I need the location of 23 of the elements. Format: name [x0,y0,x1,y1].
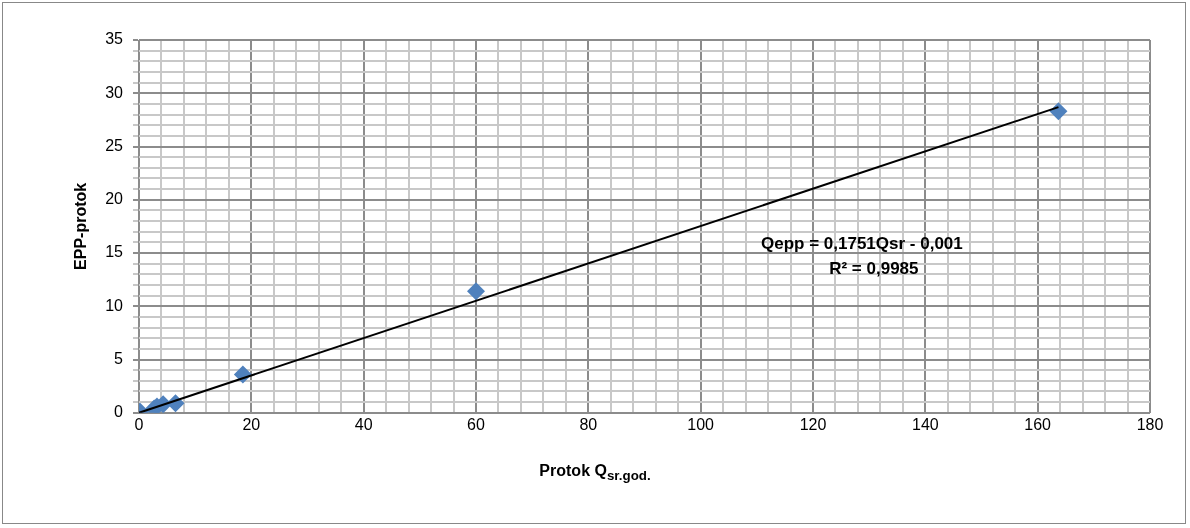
x-tick-label: 180 [1136,415,1164,433]
x-axis-title: Protok Q$_{sr.god.}$ [539,462,651,484]
y-tick-label: 0 [114,403,124,421]
y-tick-label: 30 [105,83,124,101]
x-tick-label: 140 [911,415,939,433]
x-tick-label: 60 [467,415,485,433]
y-tick-label: 5 [114,349,124,367]
x-tick-label: 160 [1024,415,1052,433]
y-tick-label: 10 [105,296,124,314]
x-tick-label: 100 [687,415,715,433]
x-tick-label: 20 [242,415,261,433]
y-tick-label: 35 [105,30,124,48]
y-tick-label: 25 [105,136,124,154]
y-tick-label: 15 [105,243,124,261]
annotation: R² = 0,9985 [829,258,919,278]
y-tick-label: 20 [105,190,124,208]
x-tick-label: 80 [579,415,598,433]
x-tick-label: 120 [799,415,827,433]
x-tick-label: 40 [354,415,373,433]
point [467,282,485,301]
x-tick-label: 0 [134,415,144,433]
y-axis-title: EPP-protok [72,182,90,270]
annotation: Qepp = 0,1751Qsr - 0,001 [760,233,963,253]
